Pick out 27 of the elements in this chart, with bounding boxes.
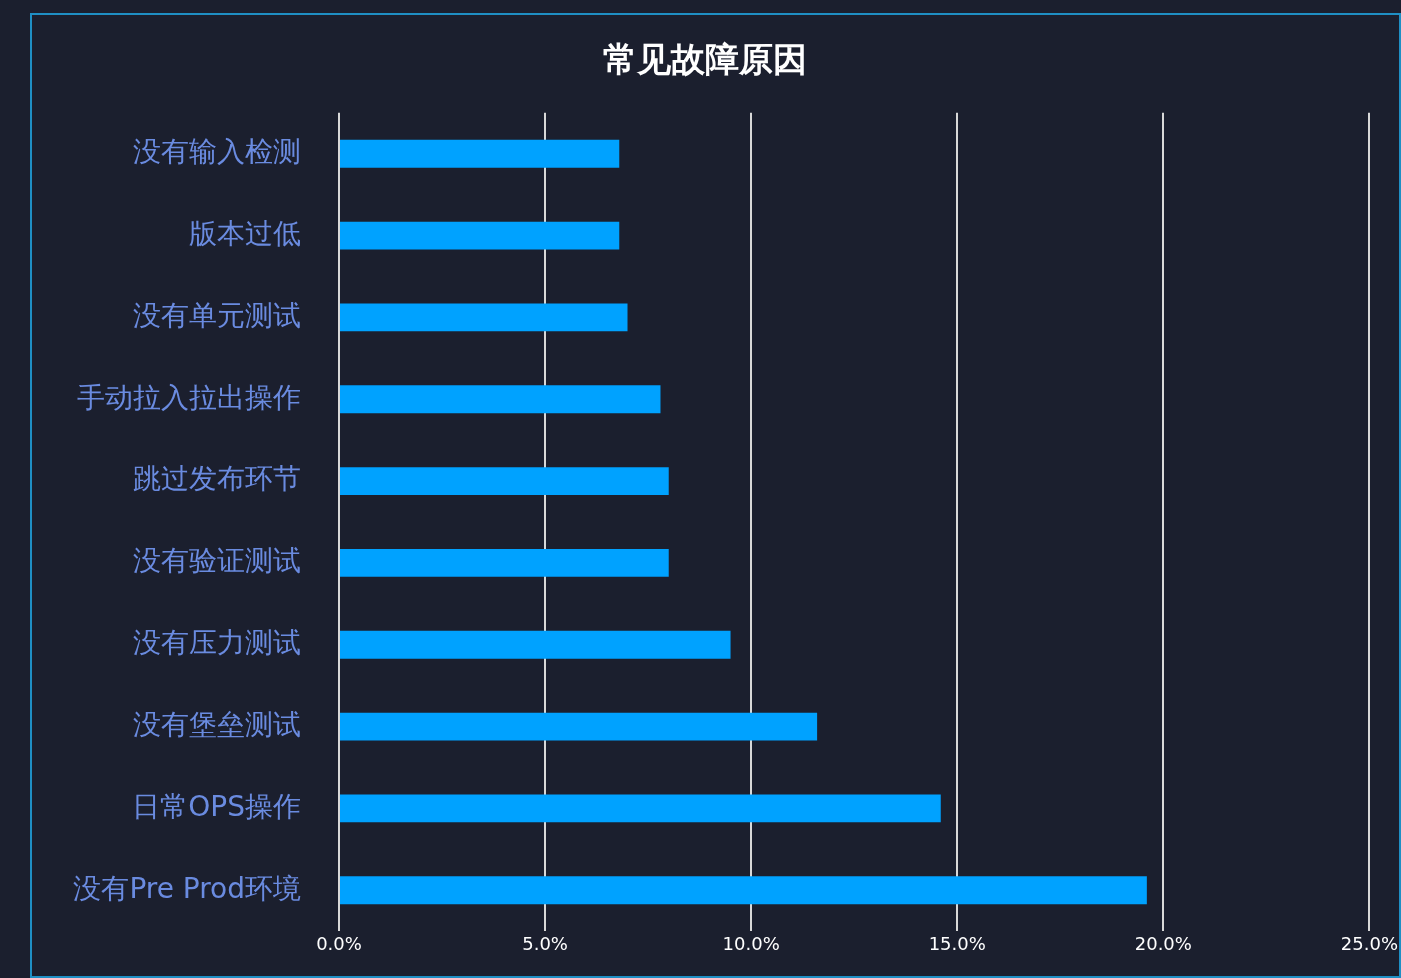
y-tick-label: 没有输入检测 (133, 135, 301, 168)
bar (340, 385, 661, 414)
bar (340, 630, 731, 659)
y-tick-label: 没有验证测试 (133, 544, 301, 578)
x-tick-label: 0.0% (316, 932, 362, 954)
x-tick-label: 20.0% (1134, 932, 1192, 954)
bar (340, 467, 669, 495)
x-tick-label: 10.0% (722, 932, 780, 954)
y-tick-label: 没有堡垒测试 (133, 707, 301, 741)
x-tick-label: 25.0% (1340, 932, 1398, 954)
y-tick-label: 没有压力测试 (133, 626, 301, 660)
chart-title: 常见故障原因 (603, 39, 807, 80)
bar (340, 139, 620, 168)
bar (340, 221, 620, 250)
y-tick-label: 跳过发布环节 (133, 462, 301, 496)
x-tick-label: 15.0% (928, 932, 986, 954)
bar (340, 794, 941, 823)
y-tick-label: 版本过低 (189, 216, 301, 250)
y-tick-label: 没有单元测试 (133, 298, 301, 332)
y-tick-label: 没有Pre Prod环境 (73, 871, 301, 905)
bar (340, 712, 818, 741)
bar (340, 876, 1147, 905)
bar (340, 303, 628, 332)
y-tick-label: 日常OPS操作 (132, 789, 301, 823)
x-tick-label: 5.0% (522, 932, 568, 954)
bar (340, 549, 669, 577)
y-tick-label: 手动拉入拉出操作 (77, 380, 301, 414)
